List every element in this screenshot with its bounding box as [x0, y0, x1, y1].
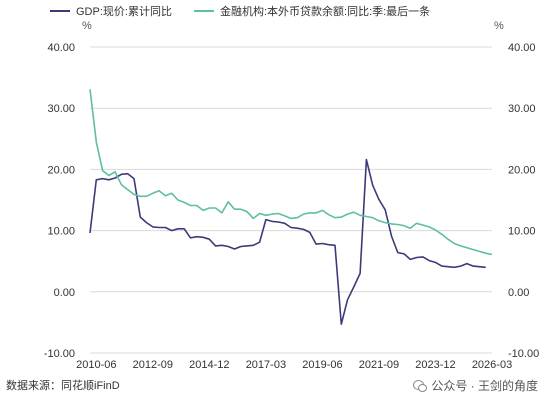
series-line-loan: [89, 89, 493, 256]
right-y-tick-label: 30.00: [508, 103, 536, 115]
right-y-tick-label: 0.00: [508, 287, 529, 299]
legend-label-gdp: GDP:现价:累计同比: [76, 6, 172, 18]
watermark: 公众号 · 王剑的角度: [413, 377, 538, 394]
legend: GDP:现价:累计同比 金融机构:本外币贷款余额:同比:季:最后一条: [50, 3, 430, 19]
x-tick-label: 2023-12: [415, 359, 455, 371]
right-y-axis: 40.00 30.00 20.00 10.00 0.00 -10.00: [508, 42, 539, 360]
left-y-tick-label: 40.00: [47, 42, 75, 54]
right-y-tick-label: -10.00: [508, 348, 539, 360]
x-tick-label: 2017-03: [246, 359, 286, 371]
left-y-tick-label: 0.00: [54, 287, 75, 299]
legend-item-gdp: GDP:现价:累计同比: [50, 3, 172, 19]
x-tick-label: 2021-09: [359, 359, 399, 371]
series-lines: [89, 89, 493, 325]
series-line-gdp: [89, 158, 486, 325]
right-y-tick-label: 40.00: [508, 42, 536, 54]
legend-swatch-gdp: [50, 10, 70, 12]
x-tick-label: 2012-09: [133, 359, 173, 371]
x-tick-label: 2014-12: [189, 359, 229, 371]
x-tick-label: 2026-03: [472, 359, 512, 371]
x-tick-label: 2010-06: [76, 359, 116, 371]
legend-swatch-loan: [193, 10, 214, 12]
legend-label-loan: 金融机构:本外币贷款余额:同比:季:最后一条: [219, 6, 431, 18]
left-y-tick-label: 30.00: [47, 103, 75, 115]
watermark-text: 公众号 · 王剑的角度: [431, 379, 538, 393]
wechat-icon: [413, 379, 428, 392]
legend-item-loan: 金融机构:本外币贷款余额:同比:季:最后一条: [193, 3, 431, 19]
left-axis-unit: %: [82, 20, 92, 32]
grid-lines: [90, 46, 492, 354]
left-y-tick-label: -10.00: [44, 348, 75, 360]
data-source-note: 数据来源：同花顺iFinD: [6, 380, 120, 392]
left-y-axis: 40.00 30.00 20.00 10.00 0.00 -10.00: [44, 42, 75, 360]
right-y-tick-label: 10.00: [508, 226, 536, 238]
left-y-tick-label: 10.00: [47, 226, 75, 238]
left-y-tick-label: 20.00: [47, 164, 75, 176]
right-y-tick-label: 20.00: [508, 164, 536, 176]
x-axis: 2010-06 2012-09 2014-12 2017-03 2019-06 2021-…: [76, 359, 512, 371]
right-axis-unit: %: [494, 20, 504, 32]
x-tick-label: 2019-06: [302, 359, 342, 371]
